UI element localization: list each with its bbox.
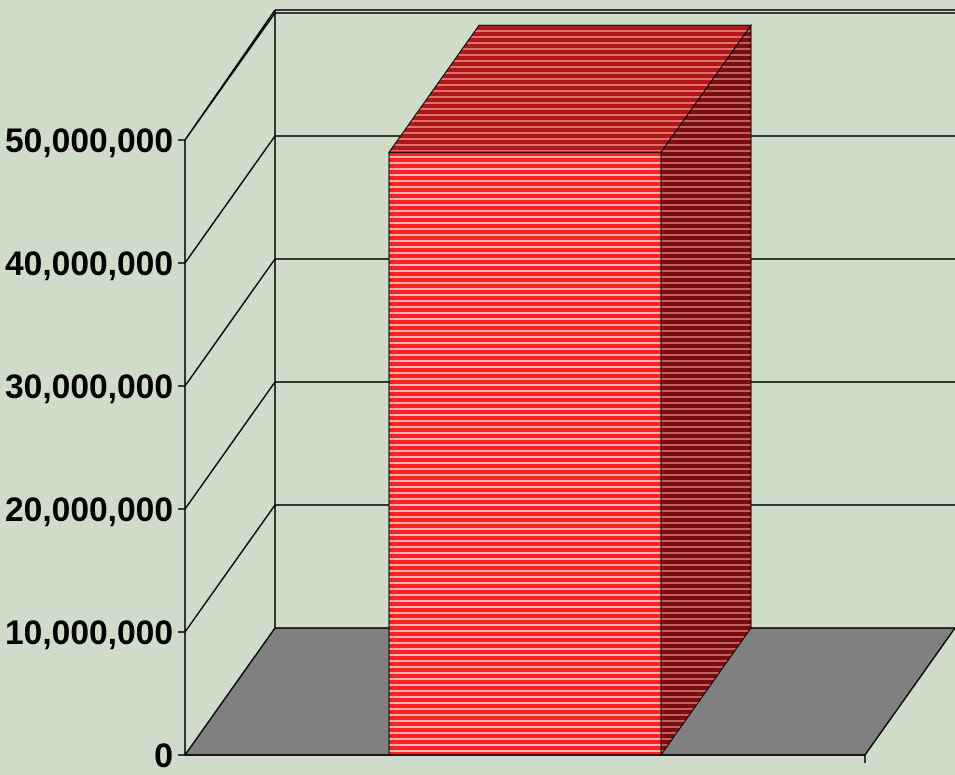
y-tick-label: 30,000,000 (5, 368, 173, 406)
gridline-diagonal (184, 258, 276, 387)
axes (185, 754, 866, 763)
bar-front (388, 151, 662, 756)
gridline-diagonal (184, 504, 276, 633)
bars (388, 23, 752, 757)
y-axis-ticks: 0 10,000,000 20,000,000 30,000,000 40,000,00… (5, 122, 185, 775)
bar-0 (388, 23, 752, 757)
y-tick-label: 10,000,000 (5, 614, 173, 652)
gridline-diagonal (184, 381, 276, 510)
y-tick-label: 50,000,000 (5, 122, 173, 160)
y-tick-label: 40,000,000 (5, 245, 173, 283)
gridline-diagonal (184, 135, 276, 264)
gridline-diagonal (184, 12, 276, 141)
y-tick-label: 20,000,000 (5, 491, 173, 529)
y-tick-label: 0 (154, 737, 173, 775)
bar-side (660, 23, 752, 757)
